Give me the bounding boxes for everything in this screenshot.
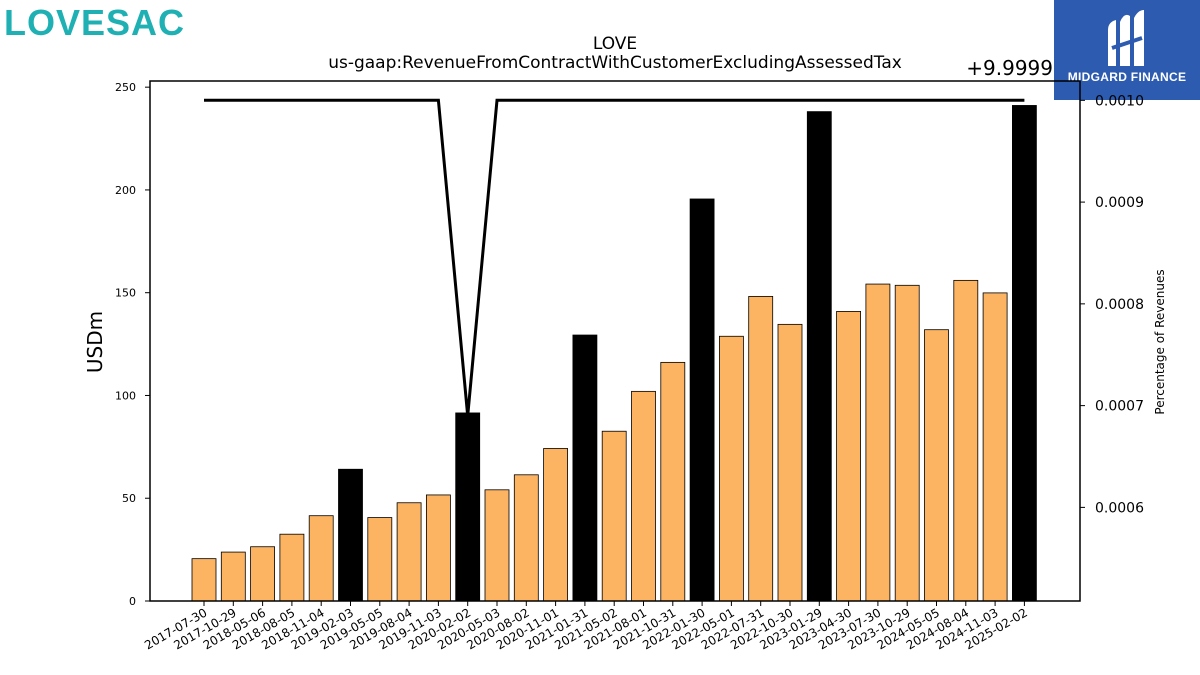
y-axis-label: USDm <box>83 311 107 373</box>
bar-2019-02-03 <box>338 468 363 602</box>
bar-2021-08-01 <box>631 390 656 602</box>
y2-offset-text: +9.9999 <box>966 56 1053 80</box>
y-tick-label: 250 <box>115 81 136 94</box>
y2-axis-label: Percentage of Revenues <box>1153 269 1167 414</box>
bar-2017-10-29 <box>220 551 246 602</box>
percentage-line <box>204 98 1025 416</box>
y2-tick-label: 0.0010 <box>1095 93 1144 109</box>
bar-2017-07-30 <box>191 558 217 602</box>
bar-2018-11-04 <box>308 515 334 602</box>
lovesac-logo: LOVESAC <box>4 2 186 43</box>
bar-2023-07-30 <box>865 283 891 602</box>
bar-2020-08-02 <box>513 474 539 602</box>
y2-tick-label: 0.0008 <box>1095 297 1144 313</box>
chart-subtitle: us-gaap:RevenueFromContractWithCustomerE… <box>328 53 902 73</box>
plot-frame <box>149 80 1081 602</box>
midgard-finance-logo: MIDGARD FINANCE <box>1054 0 1200 100</box>
bar-2023-04-30 <box>836 311 861 602</box>
bar-2022-01-30 <box>689 198 715 602</box>
bar-2020-02-02 <box>455 412 481 602</box>
midgard-logo-mark-icon <box>1108 10 1144 66</box>
bar-2020-11-01 <box>543 448 568 602</box>
bar-2022-07-31 <box>748 295 774 602</box>
y2-tick-label: 0.0009 <box>1095 195 1144 211</box>
bar-2021-01-31 <box>572 334 598 602</box>
chart-title: LOVE <box>593 34 637 54</box>
bar-2022-05-01 <box>719 335 744 602</box>
bar-2022-10-30 <box>777 323 803 602</box>
bar-2018-05-06 <box>250 546 276 602</box>
y-tick-label: 0 <box>129 595 136 608</box>
bar-2023-01-29 <box>806 111 832 602</box>
y-tick-label: 50 <box>122 492 136 505</box>
bar-2021-10-31 <box>660 361 686 602</box>
y2-tick-label: 0.0007 <box>1095 399 1144 415</box>
bar-2021-05-02 <box>601 430 627 602</box>
y-tick-label: 100 <box>115 389 136 402</box>
bar-2019-08-04 <box>396 502 422 602</box>
bar-2024-11-03 <box>982 292 1008 602</box>
bar-2024-08-04 <box>953 279 979 602</box>
bar-2023-10-29 <box>894 284 920 602</box>
bar-2025-02-02 <box>1012 105 1037 602</box>
midgard-logo-text: MIDGARD FINANCE <box>1067 70 1187 84</box>
y-tick-label: 200 <box>115 184 136 197</box>
bar-2020-05-03 <box>484 489 510 602</box>
bar-2019-05-05 <box>367 517 393 602</box>
bar-2024-05-05 <box>924 329 949 602</box>
bar-2019-11-03 <box>425 494 451 602</box>
y-tick-label: 150 <box>115 287 136 300</box>
y2-tick-label: 0.0006 <box>1095 500 1144 516</box>
bar-2018-08-05 <box>279 533 305 602</box>
